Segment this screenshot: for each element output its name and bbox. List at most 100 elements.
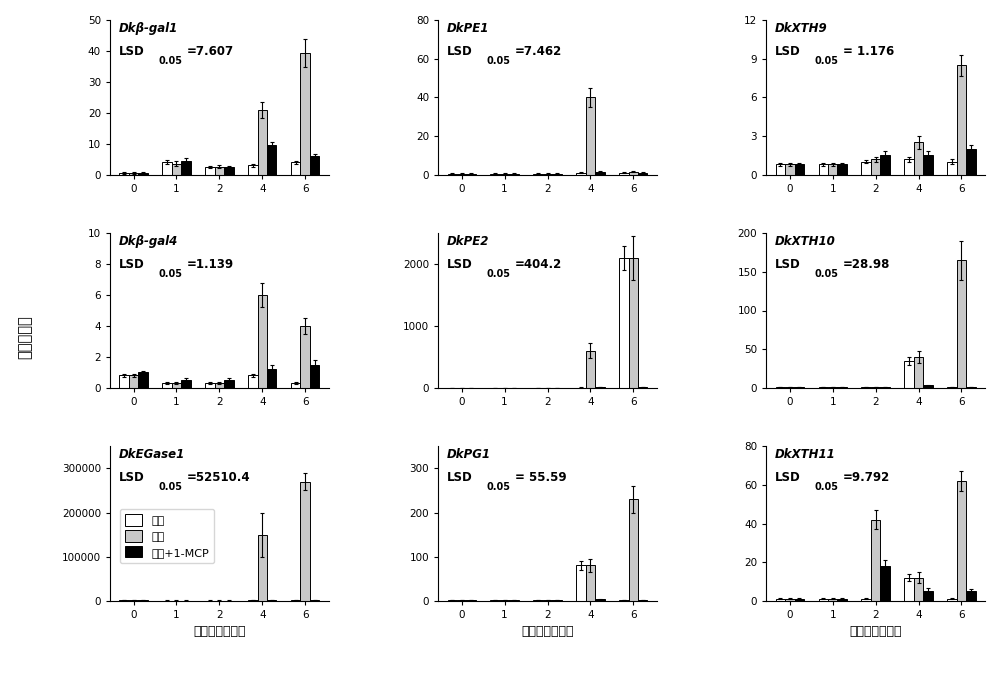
Bar xyxy=(837,599,847,601)
Bar xyxy=(871,159,880,175)
Bar xyxy=(457,173,466,175)
Bar xyxy=(586,566,595,601)
Text: 0.05: 0.05 xyxy=(158,482,182,492)
Bar xyxy=(914,578,923,601)
Text: LSD: LSD xyxy=(775,471,801,484)
Text: LSD: LSD xyxy=(119,258,144,271)
Bar xyxy=(880,155,890,175)
Bar xyxy=(914,142,923,175)
Bar xyxy=(957,481,966,601)
Bar xyxy=(172,164,181,175)
Bar xyxy=(310,364,319,387)
Text: DkXTH9: DkXTH9 xyxy=(775,22,828,35)
Bar xyxy=(785,164,795,175)
Bar xyxy=(795,599,804,601)
Text: =404.2: =404.2 xyxy=(515,258,562,271)
Bar xyxy=(923,155,933,175)
Bar xyxy=(300,482,310,601)
Bar xyxy=(861,599,871,601)
Bar xyxy=(595,599,605,601)
Bar xyxy=(904,159,914,175)
Bar xyxy=(947,162,957,175)
Text: =28.98: =28.98 xyxy=(843,258,890,271)
Text: 相对表达量: 相对表达量 xyxy=(18,316,32,359)
X-axis label: 贮藏天数（天）: 贮藏天数（天） xyxy=(849,625,902,639)
Bar xyxy=(138,372,148,387)
Bar xyxy=(224,167,234,175)
Text: LSD: LSD xyxy=(447,258,473,271)
Bar xyxy=(215,167,224,175)
Bar xyxy=(638,173,647,175)
Bar xyxy=(248,375,258,387)
Text: LSD: LSD xyxy=(119,45,144,58)
Bar xyxy=(776,164,785,175)
Text: 0.05: 0.05 xyxy=(814,482,838,492)
Bar xyxy=(861,162,871,175)
Bar xyxy=(138,173,148,175)
Text: 0.05: 0.05 xyxy=(814,56,838,65)
Bar xyxy=(966,149,976,175)
Bar xyxy=(181,380,191,387)
Bar xyxy=(576,566,586,601)
Bar xyxy=(205,167,215,175)
Text: 0.05: 0.05 xyxy=(158,56,182,65)
Bar xyxy=(300,326,310,387)
Legend: 对照, 低氧, 低氧+1-MCP: 对照, 低氧, 低氧+1-MCP xyxy=(120,509,214,563)
Bar xyxy=(586,97,595,175)
Bar xyxy=(837,164,847,175)
Bar xyxy=(619,173,629,175)
Bar xyxy=(181,161,191,175)
Text: DkPE1: DkPE1 xyxy=(447,22,489,35)
Bar xyxy=(629,171,638,175)
Text: LSD: LSD xyxy=(775,45,801,58)
Bar xyxy=(267,369,276,387)
Bar xyxy=(880,566,890,601)
Bar xyxy=(923,385,933,387)
Text: = 1.176: = 1.176 xyxy=(843,45,894,58)
Bar xyxy=(119,173,129,175)
Bar xyxy=(957,261,966,387)
Bar xyxy=(533,173,543,175)
Bar xyxy=(258,110,267,175)
Bar xyxy=(904,578,914,601)
Bar xyxy=(258,535,267,601)
Bar xyxy=(291,162,300,175)
Bar xyxy=(205,383,215,387)
Bar xyxy=(619,258,629,387)
Bar xyxy=(490,173,500,175)
Text: 0.05: 0.05 xyxy=(486,56,510,65)
Bar xyxy=(509,173,519,175)
Bar xyxy=(966,591,976,601)
Bar xyxy=(552,173,562,175)
X-axis label: 贮藏天数（天）: 贮藏天数（天） xyxy=(521,625,574,639)
Text: DkEGase1: DkEGase1 xyxy=(119,448,185,461)
Bar xyxy=(795,164,804,175)
Bar xyxy=(543,173,552,175)
Text: LSD: LSD xyxy=(447,45,473,58)
Bar xyxy=(162,162,172,175)
Bar xyxy=(576,173,586,175)
Text: LSD: LSD xyxy=(119,471,144,484)
Bar xyxy=(224,380,234,387)
Bar xyxy=(215,383,224,387)
Bar xyxy=(828,599,837,601)
Bar xyxy=(828,164,837,175)
Bar xyxy=(586,350,595,387)
Bar xyxy=(819,599,828,601)
Text: 0.05: 0.05 xyxy=(486,269,510,279)
Bar xyxy=(448,173,457,175)
Bar xyxy=(300,53,310,175)
Bar xyxy=(776,599,785,601)
Bar xyxy=(500,173,509,175)
Bar xyxy=(923,591,933,601)
Text: 0.05: 0.05 xyxy=(486,482,510,492)
Bar xyxy=(819,164,828,175)
Text: Dkβ-gal1: Dkβ-gal1 xyxy=(119,22,178,35)
Text: =7.607: =7.607 xyxy=(187,45,234,58)
Bar xyxy=(172,383,181,387)
Bar xyxy=(466,173,476,175)
Text: DkPG1: DkPG1 xyxy=(447,448,491,461)
Text: =52510.4: =52510.4 xyxy=(187,471,250,484)
Text: = 55.59: = 55.59 xyxy=(515,471,566,484)
Text: Dkβ-gal4: Dkβ-gal4 xyxy=(119,235,178,248)
